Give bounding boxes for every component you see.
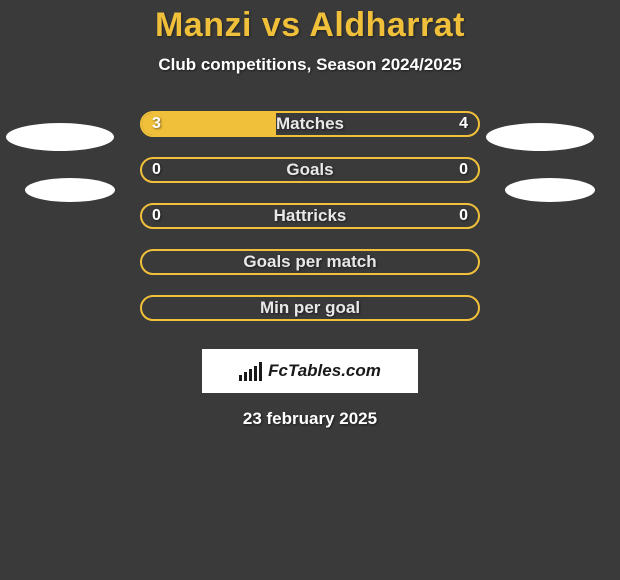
stat-bar-track: Matches34 [140,111,480,137]
stat-value-right: 0 [459,159,468,181]
player-left-ellipse [6,123,114,151]
stat-row: Goals per match [0,249,620,295]
stat-value-left: 3 [152,113,161,135]
stat-bar-fill-left [142,113,276,135]
logo-text: FcTables.com [268,361,381,381]
stat-bar-track: Goals per match [140,249,480,275]
stat-label: Min per goal [142,297,478,319]
page-title: Manzi vs Aldharrat [0,6,620,45]
logo[interactable]: FcTables.com [202,349,418,393]
stat-value-right: 4 [459,113,468,135]
logo-bars-icon [239,361,262,381]
stats-card: Manzi vs Aldharrat Club competitions, Se… [0,0,620,429]
stat-label: Hattricks [142,205,478,227]
subtitle: Club competitions, Season 2024/2025 [0,55,620,75]
stat-row: Hattricks0 0 [0,203,620,249]
team-right-ellipse [505,178,595,202]
player-right-ellipse [486,123,594,151]
stat-value-left: 0 [152,159,161,181]
stat-bar-track: Min per goal [140,295,480,321]
stat-value-left: 0 [152,205,161,227]
stat-label: Goals per match [142,251,478,273]
stat-bar-track: Hattricks0 0 [140,203,480,229]
team-left-ellipse [25,178,115,202]
stat-bar-track: Goals0 0 [140,157,480,183]
stat-value-right: 0 [459,205,468,227]
date-label: 23 february 2025 [0,409,620,429]
stat-row: Min per goal [0,295,620,341]
stat-label: Goals [142,159,478,181]
